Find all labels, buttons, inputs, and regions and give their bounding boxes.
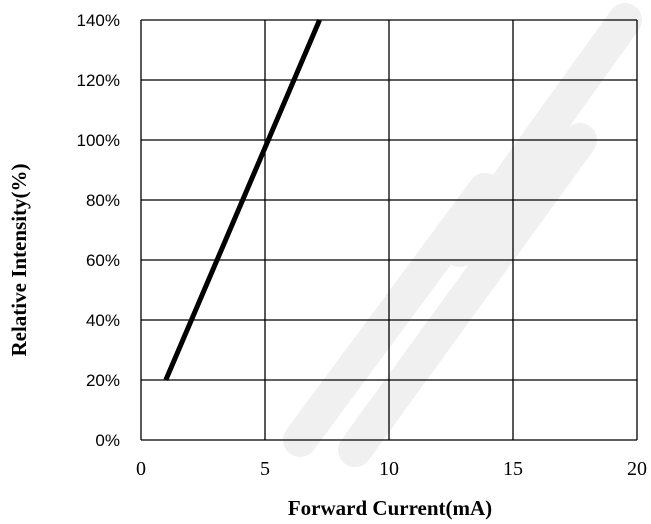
x-tick-label: 10 bbox=[379, 458, 399, 480]
y-tick-label: 120% bbox=[77, 71, 120, 90]
x-tick-label: 15 bbox=[503, 458, 523, 480]
x-axis-title: Forward Current(mA) bbox=[288, 496, 492, 520]
y-tick-label: 20% bbox=[86, 371, 120, 390]
y-axis-title: Relative Intensity(%) bbox=[7, 163, 31, 356]
y-tick-label: 100% bbox=[77, 131, 120, 150]
grid bbox=[140, 19, 638, 441]
y-tick-label: 140% bbox=[77, 11, 120, 30]
y-tick-label: 80% bbox=[86, 191, 120, 210]
series-layer bbox=[163, 19, 322, 381]
x-tick-label: 0 bbox=[136, 458, 146, 480]
series-line bbox=[163, 19, 322, 381]
y-tick-labels: 0% 20% 40% 60% 80% 100% 120% 140% bbox=[77, 11, 120, 450]
x-tick-labels: 0 5 10 15 20 bbox=[136, 458, 647, 480]
watermark-logo bbox=[283, 3, 642, 467]
x-tick-label: 5 bbox=[260, 458, 270, 480]
x-tick-label: 20 bbox=[627, 458, 647, 480]
y-tick-label: 60% bbox=[86, 251, 120, 270]
y-tick-label: 0% bbox=[95, 431, 120, 450]
y-tick-label: 40% bbox=[86, 311, 120, 330]
